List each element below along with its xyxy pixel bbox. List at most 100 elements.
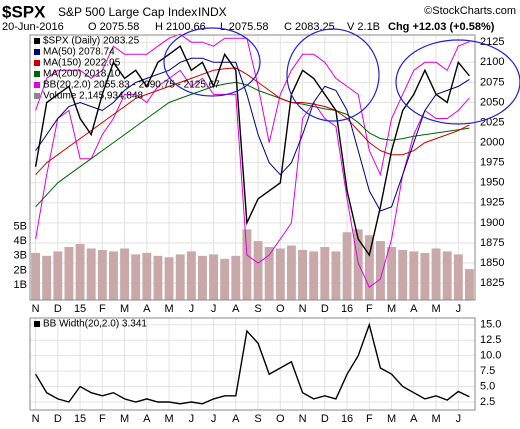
x-tick-label: D [321, 413, 329, 425]
volume-bar [309, 251, 319, 300]
volume-bar [398, 249, 408, 300]
y-tick-label: 1975 [480, 157, 504, 169]
volume-bar [420, 252, 430, 300]
volume-bar [209, 254, 219, 300]
x-tick-label: A [410, 413, 418, 425]
volume-bar [31, 252, 41, 300]
x-tick-label: J [456, 303, 462, 315]
x-tick-label: J [189, 413, 195, 425]
volume-bar [186, 251, 196, 300]
volume-bar [131, 254, 141, 300]
volume-bar [298, 249, 308, 300]
y-tick-label: 2075 [480, 76, 504, 88]
x-tick-label: M [431, 303, 440, 315]
volume-bar [108, 251, 118, 300]
y2-tick-label: 3B [14, 250, 27, 262]
series-line [34, 322, 470, 405]
x-tick-label: M [164, 413, 173, 425]
y-tick-label: 2125 [480, 36, 504, 48]
high: H 2100.66 [155, 21, 206, 33]
legend-swatch [34, 82, 40, 88]
bbw-frame [29, 317, 476, 411]
change: Chg +12.03 (+0.58%) [388, 21, 495, 33]
x-tick-label: 15 [74, 413, 86, 425]
legend-swatch [34, 321, 40, 327]
x-tick-label: D [321, 303, 329, 315]
volume-bar [387, 247, 397, 300]
volume-stat: V 2.1B [347, 21, 380, 33]
legend-label: MA(50) 2078.74 [43, 47, 115, 58]
volume-bar [353, 229, 363, 300]
symbol: $SPX [2, 2, 46, 21]
legend-label: BB(20,2.0) 2055.83 - 2090.75 - 2125.67 [43, 80, 220, 91]
y-tick-label: 1900 [480, 217, 504, 229]
y-tick-label: 1825 [480, 277, 504, 289]
x-tick-label: A [410, 303, 418, 315]
volume-bar [320, 247, 330, 300]
volume-bar [464, 269, 474, 300]
x-tick-label: O [276, 413, 285, 425]
volume-bar [409, 251, 419, 300]
annotation-circle [163, 27, 261, 97]
volume-bar [164, 257, 174, 300]
volume-bar [331, 251, 341, 300]
y-tick-label: 7.5 [480, 365, 495, 377]
x-tick-label: S [254, 303, 261, 315]
x-tick-label: A [232, 413, 240, 425]
legend-label: MA(200) 2018.10 [43, 69, 121, 80]
bb-upper [35, 33, 470, 177]
x-tick-label: 15 [74, 303, 86, 315]
x-tick-label: F [366, 303, 373, 315]
x-tick-label: F [99, 413, 106, 425]
y-tick-label: 5.0 [480, 380, 495, 392]
x-tick-label: M [387, 303, 396, 315]
volume-bar [153, 255, 163, 300]
volume-bar [75, 244, 85, 300]
volume-bar [64, 247, 74, 300]
legend-swatch [34, 93, 40, 99]
y2-tick-label: 1B [14, 279, 27, 291]
x-tick-label: N [299, 303, 307, 315]
exchange: INDX [198, 5, 227, 19]
x-tick-label: M [431, 413, 440, 425]
x-tick-label: M [120, 413, 129, 425]
volume-bar [53, 251, 63, 300]
series-line [35, 57, 470, 212]
y-tick-label: 2000 [480, 137, 504, 149]
x-tick-label: N [32, 303, 40, 315]
x-tick-label: M [387, 413, 396, 425]
date: 20-Jun-2016 [2, 21, 64, 33]
volume-bar [442, 251, 452, 300]
volume-bar [286, 245, 296, 300]
index-name: S&P 500 Large Cap Index [58, 5, 197, 19]
y-tick-label: 2100 [480, 56, 504, 68]
y2-tick-label: 5B [14, 220, 27, 232]
x-tick-label: J [211, 413, 217, 425]
volume-bar [431, 248, 441, 300]
legend-label: MA(150) 2022.05 [43, 58, 121, 69]
legend-swatch [34, 49, 40, 55]
volume-bar [120, 248, 130, 300]
volume-bar [231, 255, 241, 300]
volume-bar [197, 255, 207, 300]
volume-bar [97, 249, 107, 300]
y-tick-label: 2050 [480, 96, 504, 108]
legend-label: $SPX (Daily) 2083.25 [43, 36, 140, 47]
legend-swatch [34, 60, 40, 66]
plot-area: 1825 1850 1875 1900 1925 1950 1975 2000 2025 2050… [14, 33, 504, 425]
x-tick-label: N [299, 413, 307, 425]
y-tick-label: 12.5 [480, 334, 501, 346]
legend-label: Volume 2,145,934,848 [43, 91, 144, 102]
x-tick-label: S [254, 413, 261, 425]
x-tick-label: M [120, 303, 129, 315]
volume-bar [375, 241, 385, 300]
y-tick-label: 1850 [480, 257, 504, 269]
low: L 2075.58 [220, 21, 269, 33]
x-tick-label: A [143, 413, 151, 425]
y-tick-label: 1875 [480, 237, 504, 249]
x-tick-label: J [211, 303, 217, 315]
volume-bar [142, 252, 152, 300]
legend-label: BB Width(20,2.0) 3.341 [43, 319, 147, 330]
close: C 2083.25 [284, 21, 335, 33]
